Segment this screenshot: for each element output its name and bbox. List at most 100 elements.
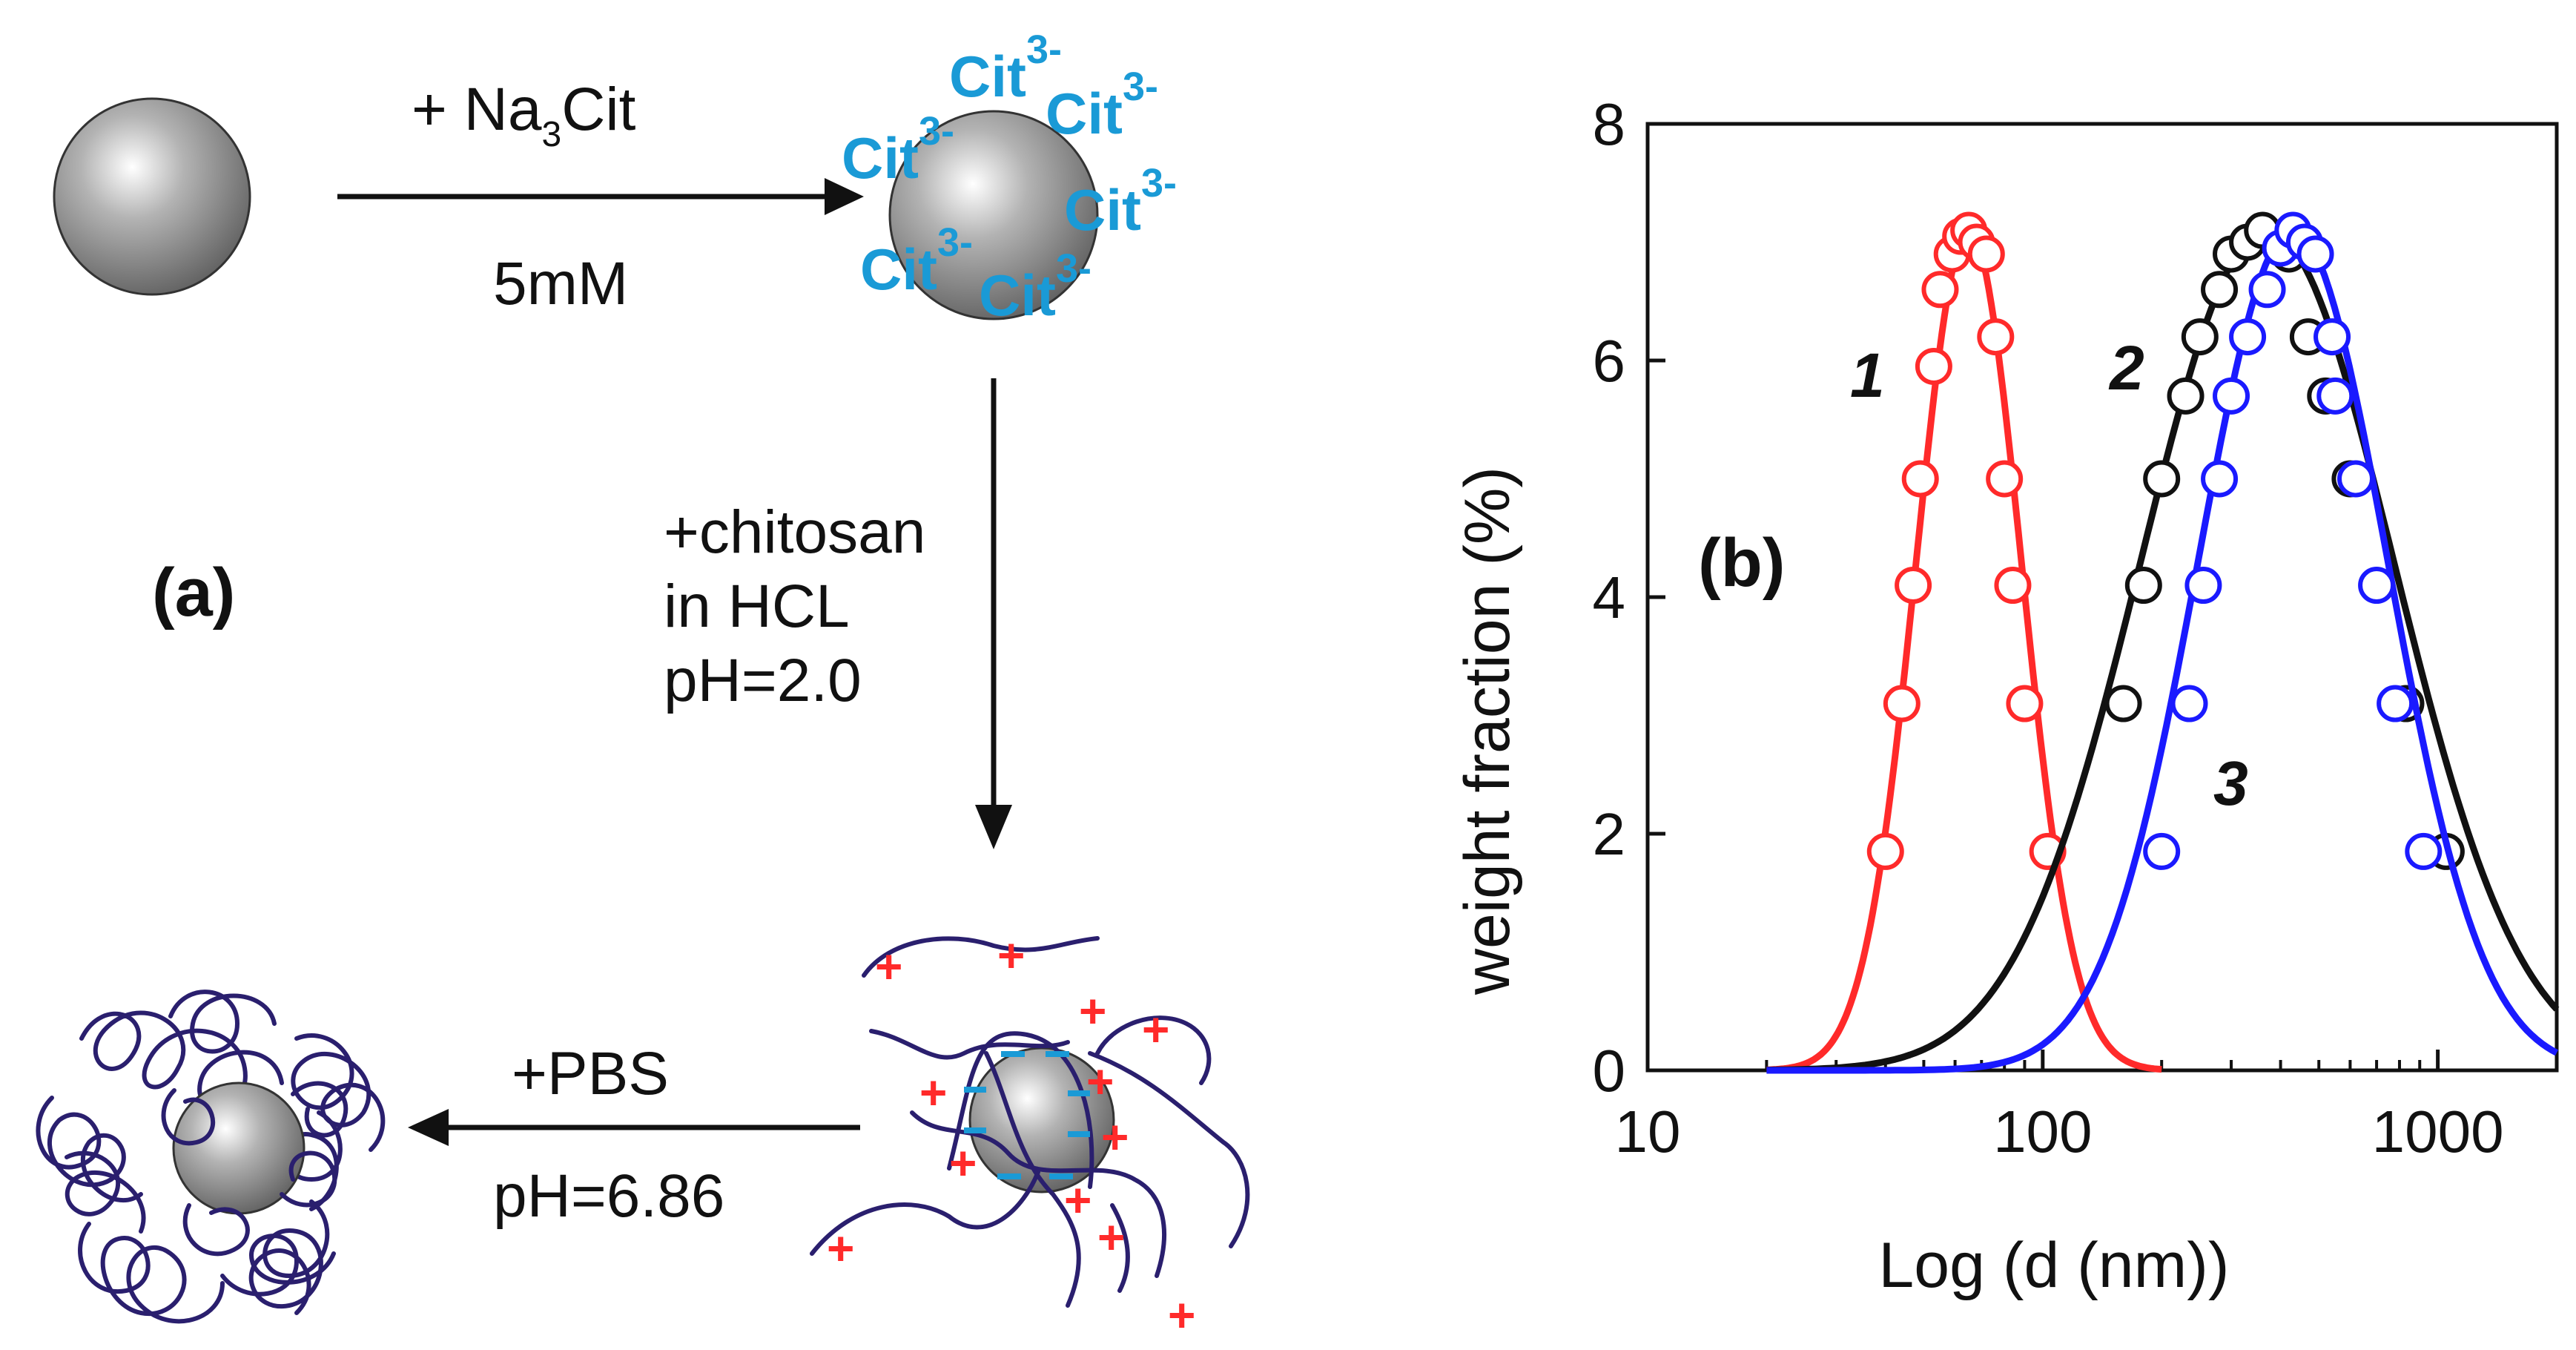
y-tick-label: 6 <box>1593 328 1626 394</box>
step3-condition: pH=6.86 <box>493 1162 724 1230</box>
chitosan-chain <box>947 1031 1094 1189</box>
svg-text:+: + <box>1168 1288 1195 1342</box>
citrate-ion: Cit3- <box>842 109 954 191</box>
panel-a-label: (a) <box>152 555 235 630</box>
series-3-marker <box>2296 235 2334 273</box>
series-2-marker <box>2201 271 2239 309</box>
svg-text:+: + <box>1101 1110 1129 1164</box>
panel-a: + Na3Cit 5mM Cit3- Cit3- Cit3- Cit3- Cit… <box>36 27 1250 1342</box>
panel-b: (b) weight fraction (%) Log (d (nm)) 0 2 4… <box>1452 91 2560 1301</box>
step1-reagent: + Na3Cit <box>412 76 636 154</box>
series-3-marker <box>2358 567 2396 605</box>
x-tick-label: 10 <box>1615 1099 1681 1165</box>
y-tick-label: 4 <box>1593 564 1626 630</box>
citrate-ion: Cit3- <box>949 27 1062 109</box>
chitosan-coil <box>168 990 277 1054</box>
chitosan-coil <box>65 1150 146 1234</box>
svg-text:+: + <box>1142 1003 1169 1056</box>
series-2-marker <box>2167 377 2205 415</box>
arrow-step2-head <box>975 805 1012 849</box>
series-1-marker <box>1994 567 2032 605</box>
series-1-label: 1 <box>1850 340 1885 410</box>
svg-text:+: + <box>1064 1173 1092 1227</box>
series-3-marker <box>2213 377 2250 415</box>
chitosan-coil <box>79 1010 284 1109</box>
series-3-marker <box>2143 832 2181 870</box>
series-3-marker <box>2316 377 2354 415</box>
series-3-line <box>1766 227 2559 1074</box>
arrow-step1-head <box>825 178 864 215</box>
series-3-marker <box>2248 271 2286 309</box>
y-tick-label: 2 <box>1593 801 1626 867</box>
series-3-marker <box>2377 685 2414 722</box>
chitosan-coated-particle <box>36 990 386 1324</box>
series-3-marker <box>2170 685 2208 722</box>
citrate-ion: Cit3- <box>1046 65 1158 146</box>
x-tick-label: 100 <box>1993 1099 2092 1165</box>
series-3-marker <box>2405 832 2443 870</box>
chitosan-chain <box>1088 1051 1250 1248</box>
y-tick-label: 8 <box>1593 91 1626 157</box>
series-1-marker <box>1967 235 2005 273</box>
chitosan-chain <box>810 1170 1040 1256</box>
series-3-marker <box>2336 460 2374 498</box>
series-1-line <box>1766 227 2163 1073</box>
minus-charges <box>964 1051 1090 1179</box>
y-axis-label: weight fraction (%) <box>1452 467 1523 995</box>
svg-text:+: + <box>1086 1055 1114 1108</box>
series-1-marker <box>1883 685 1921 722</box>
chitosan-chain <box>862 936 1100 978</box>
chitosan-chain <box>984 1051 1081 1308</box>
series-3-marker <box>2229 318 2267 356</box>
citrate-labels: Cit3- Cit3- Cit3- Cit3- Cit3- Cit3- <box>842 27 1177 328</box>
chitosan-coil <box>248 1199 330 1315</box>
series-2-marker <box>2181 318 2219 356</box>
series-2-line <box>1766 227 2560 1074</box>
series-1-marker <box>1901 460 1939 498</box>
svg-text:+: + <box>1097 1211 1125 1264</box>
chitosan-coil <box>291 1081 349 1138</box>
series-1-marker <box>1977 318 2015 356</box>
svg-text:+: + <box>997 929 1025 982</box>
svg-text:+: + <box>919 1066 947 1119</box>
series-2-marker <box>2124 567 2162 605</box>
chitosan-coil <box>161 1088 216 1146</box>
x-axis-label: Log (d (nm)) <box>1878 1230 2229 1301</box>
chitosan-coil <box>220 1234 336 1297</box>
chitosan-chain <box>910 1110 1166 1278</box>
series-1-marker <box>1866 832 1904 870</box>
series-2-label: 2 <box>2108 333 2144 403</box>
svg-text:+: + <box>949 1136 977 1190</box>
series-3-marker <box>2314 318 2351 356</box>
series-2-marker <box>2104 685 2142 722</box>
step2-line3: pH=2.0 <box>664 647 862 714</box>
plot-area: 0 2 4 6 8 10 100 1000 1 2 3 <box>1593 91 2560 1165</box>
chitosan-coil <box>280 1150 337 1208</box>
svg-text:+: + <box>827 1222 854 1275</box>
series-1-marker <box>1921 271 1959 309</box>
bare-nanoparticle <box>53 97 251 296</box>
step2-line2: in HCL <box>664 573 850 640</box>
chitosan-coil <box>291 1033 386 1152</box>
series-1-marker <box>2006 685 2044 722</box>
chitosan-adsorbed-particle: + + + + + + + + + + + + <box>810 929 1250 1342</box>
svg-text:+: + <box>1079 984 1106 1038</box>
series-3-marker <box>2184 567 2222 605</box>
x-tick-label: 1000 <box>2372 1099 2504 1165</box>
panel-b-label: (b) <box>1698 525 1785 601</box>
chitosan-coil <box>182 1203 250 1257</box>
y-tick-label: 0 <box>1593 1038 1626 1104</box>
series-3-label: 3 <box>2213 748 2248 818</box>
step3-reagent: +PBS <box>512 1040 669 1107</box>
plus-charges: + + + + + + + + + + + + <box>827 929 1195 1342</box>
series-1-marker <box>1895 567 1932 605</box>
citrate-ion: Cit3- <box>1064 161 1177 243</box>
arrow-step3-head <box>408 1109 449 1146</box>
series-3-marker <box>2201 460 2239 498</box>
svg-text:+: + <box>875 940 902 993</box>
step2-line1: +chitosan <box>664 498 925 566</box>
citrate-ion: Cit3- <box>979 246 1092 328</box>
chitosan-chain <box>1095 1015 1212 1085</box>
chitosan-chain <box>869 1029 1070 1060</box>
